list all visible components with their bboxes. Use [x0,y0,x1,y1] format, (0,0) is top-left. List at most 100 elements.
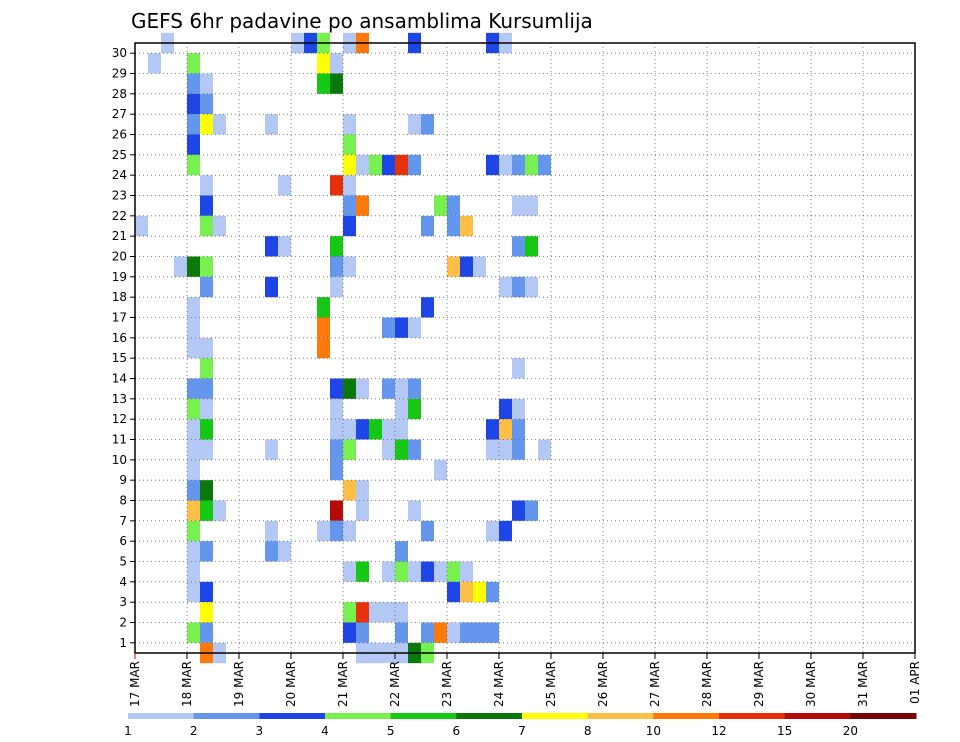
y-tick-label: 5 [119,555,127,569]
precip-cell [512,419,525,440]
precip-cell [382,419,395,440]
precip-cell [395,154,408,176]
precip-cell [447,581,460,603]
y-tick-label: 18 [112,290,127,304]
colorbar-segment [128,713,195,719]
precip-cell [356,500,369,521]
precip-cell [187,297,200,318]
x-tick-label: 22 MAR [388,661,402,707]
precip-cell [512,500,525,521]
precip-cell [460,581,473,603]
precip-cell [317,73,330,94]
precip-cell [200,500,213,521]
precip-cell [356,622,369,643]
precip-cell [187,398,200,420]
precip-cell [317,337,330,359]
chart-title: GEFS 6hr padavine po ansamblima Kursumli… [131,9,593,33]
precip-cell [317,53,330,74]
colorbar-segment [325,713,392,719]
y-tick-label: 1 [119,636,127,650]
precip-cell [200,114,213,135]
precip-cell [460,622,473,643]
precip-cell [512,439,525,460]
precip-cell [187,134,200,155]
precip-cell [187,114,200,135]
precip-cell [395,398,408,420]
precip-cell [187,480,200,501]
y-tick-label: 13 [112,392,127,406]
y-tick-label: 21 [112,229,127,243]
precip-cell [200,541,213,562]
precip-cell [200,73,213,94]
y-tick-label: 25 [112,148,127,162]
precip-cell [343,622,356,643]
y-tick-label: 27 [112,107,127,121]
precip-cell [434,459,447,481]
x-tick-label: 29 MAR [752,661,766,707]
y-tick-label: 15 [112,351,127,365]
precip-cell [486,622,499,643]
precip-cell [447,195,460,216]
colorbar-segment [259,713,326,719]
precip-cell [200,581,213,603]
precip-cell [434,195,447,216]
y-tick-label: 3 [119,595,127,609]
y-tick-label: 11 [112,433,127,447]
precip-cell [395,622,408,643]
precip-cell [265,276,278,298]
precip-cell [200,175,213,196]
precip-cell [408,154,421,176]
y-tick-label: 20 [112,250,127,264]
precip-cell [512,276,525,298]
precip-cell [343,439,356,460]
colorbar-segment [587,713,654,719]
precip-cell [538,154,551,176]
precip-cell [421,561,434,582]
precip-cell [382,561,395,582]
precip-cell [187,541,200,562]
colorbar-label: 7 [518,724,526,738]
precip-cell [187,73,200,94]
precip-cell [460,215,473,237]
precip-cell [499,154,512,176]
precip-cell [512,236,525,257]
precip-cell [395,419,408,440]
precip-cell [356,378,369,399]
plot-frame [134,42,916,654]
precip-cell [200,622,213,643]
x-tick-label: 28 MAR [700,661,714,707]
precip-cell [460,256,473,277]
colorbar-label: 6 [453,724,461,738]
colorbar-label: 5 [387,724,395,738]
precip-cell [408,378,421,399]
precip-cell [382,439,395,460]
precip-cell [356,419,369,440]
precip-cell [486,154,499,176]
precip-cell [343,114,356,135]
x-tick-label: 25 MAR [544,661,558,707]
precip-cell [265,439,278,460]
precip-cell [187,53,200,74]
gridlines [135,43,915,653]
precip-cell [408,500,421,521]
precip-cell [200,398,213,420]
precip-cell [512,195,525,216]
y-tick-label: 29 [112,67,127,81]
precip-cell [512,154,525,176]
x-tick-label: 21 MAR [336,661,350,707]
y-tick-label: 16 [112,331,127,345]
precip-cell [278,236,291,257]
colorbar-segment [456,713,523,719]
precip-cell [499,419,512,440]
precip-cell [473,622,486,643]
precip-cell [187,419,200,440]
precip-cell [525,195,538,216]
precip-cell [148,53,161,74]
x-tick-label: 01 APR [908,661,922,704]
precip-cell [538,439,551,460]
colorbar-segment [522,713,589,719]
precip-cell [356,561,369,582]
precip-cell [486,520,499,542]
x-tick-label: 24 MAR [492,661,506,707]
